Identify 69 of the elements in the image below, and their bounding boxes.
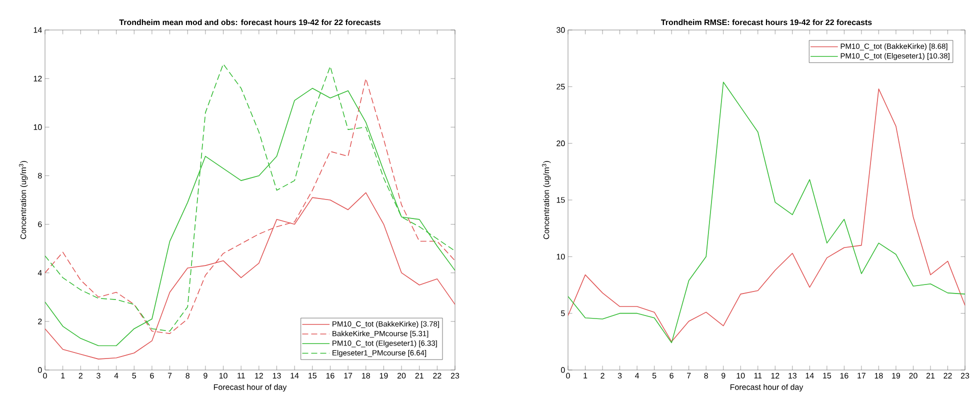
x-tick-label: 14 (806, 372, 814, 378)
x-tick-label: 15 (308, 372, 317, 378)
y-tick-label: 0 (561, 367, 565, 373)
x-tick-label: 4 (114, 372, 118, 378)
x-tick-label: 9 (722, 372, 726, 379)
y-tick-label: 0 (38, 367, 42, 373)
x-axis-title: Forecast hour of day (730, 384, 804, 392)
x-tick-label: 20 (397, 372, 406, 379)
y-tick-label: 15 (556, 197, 565, 203)
x-tick-label: 5 (652, 372, 656, 378)
x-tick-label: 16 (840, 372, 848, 379)
x-tick-label: 8 (186, 372, 190, 379)
x-tick-label: 22 (433, 372, 442, 378)
x-tick-label: 21 (926, 372, 935, 378)
x-tick-label: 19 (892, 372, 900, 379)
x-tick-label: 20 (909, 372, 918, 379)
y-tick-label: 14 (34, 27, 42, 33)
x-tick-label: 3 (618, 372, 622, 379)
x-tick-label: 0 (566, 372, 570, 379)
x-tick-label: 7 (168, 372, 172, 378)
y-axis-title: Concentration (ug/m$^{3}$) (19, 161, 28, 240)
x-tick-label: 13 (788, 372, 796, 379)
x-axis-title: Forecast hour of day (214, 384, 287, 392)
x-tick-label: 8 (704, 372, 708, 379)
y-tick-label: 12 (34, 76, 42, 82)
x-tick-label: 15 (823, 372, 832, 378)
x-tick-label: 23 (450, 372, 460, 379)
x-tick-label: 17 (858, 372, 866, 378)
x-tick-label: 11 (238, 372, 245, 378)
x-tick-label: 2 (78, 372, 82, 378)
x-tick-label: 10 (219, 372, 228, 379)
x-tick-label: 10 (736, 372, 745, 379)
x-tick-label: 19 (380, 372, 388, 379)
x-tick-label: 3 (96, 372, 100, 379)
x-tick-label: 1 (61, 372, 65, 378)
x-tick-label: 6 (150, 372, 154, 379)
x-tick-label: 22 (944, 372, 952, 378)
y-axis-title: Concentration (ug/m$^{3}$) (542, 161, 551, 240)
y-tick-label: 6 (38, 221, 42, 228)
x-tick-label: 1 (584, 372, 588, 378)
x-tick-label: 6 (670, 372, 674, 379)
x-tick-label: 12 (771, 372, 780, 378)
x-tick-label: 16 (326, 372, 334, 379)
x-tick-label: 7 (687, 372, 691, 378)
chart-title: Trondheim mean mod and obs: forecast hours 19-42 for 22 forecasts (119, 19, 381, 26)
y-tick-label: 2 (38, 318, 42, 324)
x-tick-label: 17 (344, 372, 352, 378)
y-tick-label: 8 (38, 172, 42, 179)
y-tick-label: 30 (556, 27, 565, 33)
x-tick-label: 12 (255, 372, 263, 378)
y-tick-label: 5 (561, 310, 565, 316)
y-tick-label: 10 (34, 124, 42, 130)
y-tick-label: 4 (38, 270, 42, 276)
x-tick-label: 0 (43, 372, 47, 379)
x-tick-label: 23 (960, 372, 970, 379)
x-tick-label: 18 (362, 372, 370, 379)
x-tick-label: 4 (635, 372, 640, 378)
x-tick-label: 2 (600, 372, 604, 378)
chart-title: Trondheim RMSE: forecast hours 19-42 for 22 forecasts (661, 19, 872, 26)
x-tick-label: 13 (272, 372, 281, 379)
x-tick-label: 18 (874, 372, 883, 379)
x-tick-label: 11 (754, 372, 762, 378)
x-tick-label: 21 (415, 372, 424, 378)
x-tick-label: 14 (290, 372, 299, 378)
y-tick-label: 25 (556, 84, 565, 90)
y-tick-label: 20 (556, 140, 565, 146)
x-tick-label: 9 (204, 372, 208, 379)
x-tick-label: 5 (132, 372, 136, 378)
y-tick-label: 10 (556, 254, 565, 260)
